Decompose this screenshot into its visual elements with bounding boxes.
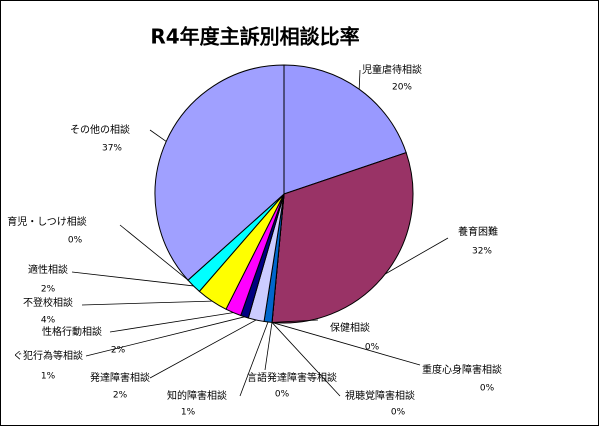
category-label: 発達障害相談 [90,371,150,384]
value-label: 1% [41,372,56,382]
value-label: 0% [275,390,290,400]
leader-line [358,69,361,90]
leader-line [385,237,449,275]
leader-line [271,319,319,323]
category-label: ぐ犯行為等相談 [13,349,83,362]
category-label: その他の相談 [70,123,130,136]
category-label: 適性相談 [28,263,68,276]
value-label: 0% [365,343,380,353]
leader-line [85,316,245,357]
value-label: 1% [181,408,196,418]
leader-line [119,224,189,281]
value-label: 37% [102,144,122,154]
category-label: 視聴覚障害相談 [345,389,415,402]
leader-line [239,321,269,397]
category-label: 不登校相談 [23,296,73,309]
leader-line [271,322,341,397]
leader-line [71,271,194,287]
leader-line [264,322,273,371]
chart-title: R4年度主訴別相談比率 [150,25,359,49]
value-label: 0% [480,384,495,394]
leader-line [109,312,234,333]
category-label: 重度心身障害相談 [422,363,502,376]
value-label: 20% [392,83,412,93]
category-label: 育児・しつけ相談 [7,215,86,228]
value-label: 0% [68,236,83,246]
value-label: 4% [41,316,56,326]
value-label: 0% [391,408,406,418]
value-label: 2% [41,285,56,295]
leader-line [149,129,167,142]
category-label: 知的障害相談 [167,389,227,402]
category-label: 養育困難 [458,225,498,238]
value-label: 32% [472,247,492,257]
leader-line [271,322,421,366]
leader-line [81,300,213,306]
pie-slice [283,64,407,195]
value-label: 2% [113,391,128,401]
category-label: 児童虐待相談 [362,63,422,76]
category-label: 性格行動相談 [42,325,102,338]
value-label: 2% [111,346,126,356]
leader-line [149,319,257,379]
category-label: 言語発達障害等相談 [247,371,337,384]
category-label: 保健相談 [330,321,370,334]
pie-slice [154,64,285,281]
